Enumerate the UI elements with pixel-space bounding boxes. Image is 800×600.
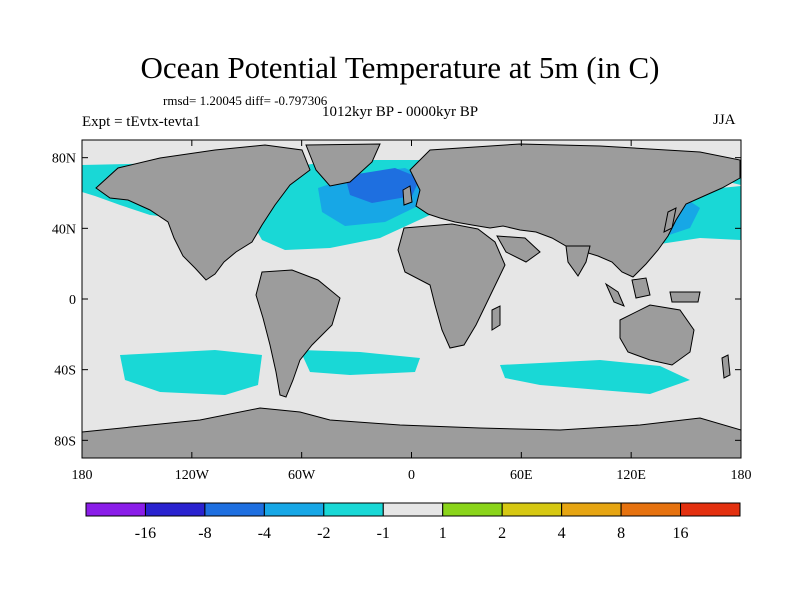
colorbar-swatch <box>561 502 622 517</box>
y-axis: 80N 40N 0 40S 80S <box>52 152 741 449</box>
map-area <box>82 140 741 458</box>
colorbar-swatch <box>501 502 563 517</box>
land-south-america <box>255 269 341 398</box>
y-tick-label: 40S <box>54 364 76 379</box>
land-arabia <box>496 235 541 263</box>
colorbar-swatch <box>620 502 682 517</box>
cooling-patch-atlantic-strong <box>345 168 420 203</box>
colorbar-swatch <box>323 502 384 517</box>
colorbar-label: -2 <box>317 525 330 542</box>
cooling-patch-south-atlantic <box>300 350 420 375</box>
x-tick-label: 120E <box>616 468 646 483</box>
y-tick-label: 40N <box>52 222 76 237</box>
cooling-patch-southern-indian <box>500 360 690 394</box>
colorbar-label: 2 <box>498 525 506 542</box>
y-tick-label: 80N <box>52 152 76 167</box>
stats-label: rmsd= 1.20045 diff= -0.797306 <box>163 93 328 108</box>
land-africa <box>397 223 506 349</box>
colorbar-label: 4 <box>558 525 566 542</box>
colorbar-label: 1 <box>439 525 447 542</box>
land-australia <box>619 304 695 366</box>
colorbar-label: 16 <box>673 525 689 542</box>
season-label: JJA <box>713 112 736 128</box>
land-masses <box>82 143 741 458</box>
colorbar-swatch <box>680 502 741 517</box>
y-tick-label: 0 <box>69 293 76 308</box>
x-axis: 180 120W 60W 0 60E 120E 180 <box>72 140 752 483</box>
x-tick-label: 180 <box>731 468 752 483</box>
colorbar-swatch <box>442 502 503 517</box>
colorbar: -16 -8 -4 -2 -1 1 2 4 8 16 <box>85 502 741 542</box>
land-japan <box>663 207 677 233</box>
land-madagascar <box>491 305 501 331</box>
colorbar-swatch <box>85 502 146 517</box>
land-sumatra <box>604 282 625 307</box>
land-greenland <box>305 143 381 187</box>
colorbar-swatch <box>204 502 265 517</box>
cooling-patch-south-pacific <box>120 350 262 395</box>
x-tick-label: 60E <box>510 468 533 483</box>
plot-title: Ocean Potential Temperature at 5m (in C) <box>140 50 660 85</box>
colorbar-label: 8 <box>617 525 625 542</box>
x-tick-label: 180 <box>72 468 93 483</box>
land-north-america <box>95 144 311 281</box>
y-tick-label: 80S <box>54 434 76 449</box>
land-india <box>565 245 591 277</box>
experiment-label: Expt = tEvtx-tevta1 <box>82 114 201 130</box>
period-label: 1012kyr BP - 0000kyr BP <box>322 104 479 120</box>
land-new-guinea <box>669 291 701 303</box>
x-tick-label: 120W <box>175 468 210 483</box>
colorbar-label: -4 <box>258 525 271 542</box>
colorbar-swatch <box>382 502 444 517</box>
colorbar-label: -1 <box>377 525 390 542</box>
colorbar-swatch <box>144 502 206 517</box>
land-eurasia <box>409 143 741 278</box>
x-tick-label: 60W <box>288 468 316 483</box>
colorbar-label: -16 <box>135 525 156 542</box>
colorbar-label: -8 <box>198 525 211 542</box>
colorbar-swatch <box>263 502 325 517</box>
islands <box>402 185 701 307</box>
x-tick-label: 0 <box>408 468 415 483</box>
land-british-isles <box>402 185 413 206</box>
land-new-zealand <box>721 354 731 379</box>
land-antarctica <box>82 407 741 458</box>
land-borneo <box>631 277 651 299</box>
